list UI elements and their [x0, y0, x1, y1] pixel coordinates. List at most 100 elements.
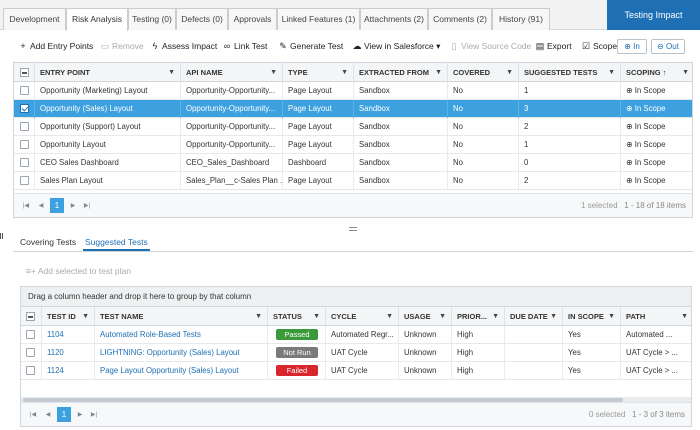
- row-checkbox[interactable]: [20, 104, 29, 113]
- tab-risk-analysis[interactable]: Risk Analysis: [66, 8, 128, 31]
- row-checkbox[interactable]: [26, 348, 35, 357]
- tab-testing[interactable]: Testing (0): [128, 8, 176, 30]
- filter-icon[interactable]: ▼: [386, 313, 393, 320]
- row-checkbox[interactable]: [26, 366, 35, 375]
- scope-out-button[interactable]: ⊖ Out: [651, 39, 685, 54]
- first-page-icon[interactable]: |◀: [29, 412, 37, 418]
- filter-icon[interactable]: ▼: [506, 69, 513, 76]
- test-id-link[interactable]: 1124: [47, 366, 64, 375]
- view-source-code-button[interactable]: ▯ View Source Code: [449, 41, 532, 52]
- row-checkbox[interactable]: [20, 140, 29, 149]
- tab-attachments[interactable]: Attachments (2): [360, 8, 428, 30]
- view-in-salesforce-dropdown[interactable]: ☁ View in Salesforce ▾: [352, 41, 441, 51]
- column-header-test-id[interactable]: TEST ID ▼: [42, 307, 95, 326]
- filter-icon[interactable]: ▼: [682, 69, 689, 76]
- column-header-extracted-from[interactable]: EXTRACTED FROM ▼: [354, 63, 448, 82]
- test-id-link[interactable]: 1120: [47, 348, 64, 357]
- test-name-link[interactable]: Automated Role-Based Tests: [100, 330, 201, 339]
- filter-icon[interactable]: ▼: [608, 69, 615, 76]
- test-name-link[interactable]: LIGHTNING: Opportunity (Sales) Layout: [100, 348, 240, 357]
- filter-icon[interactable]: ▼: [492, 313, 499, 320]
- assess-impact-button[interactable]: ϟ Assess Impact: [150, 41, 218, 51]
- add-to-test-plan-button[interactable]: ≡+ Add selected to test plan: [26, 266, 131, 276]
- filter-icon[interactable]: ▼: [550, 313, 557, 320]
- first-page-icon[interactable]: |◀: [22, 203, 30, 209]
- testing-impact-button[interactable]: Testing Impact: [607, 0, 700, 30]
- filter-icon[interactable]: ▼: [168, 69, 175, 76]
- tab-defects[interactable]: Defects (0): [176, 8, 228, 30]
- scrollbar-thumb[interactable]: [23, 398, 623, 402]
- last-page-icon[interactable]: ▶|: [83, 203, 91, 209]
- column-header-api-name[interactable]: API NAME ▼: [181, 63, 283, 82]
- filter-icon[interactable]: ▼: [341, 69, 348, 76]
- row-checkbox[interactable]: [20, 158, 29, 167]
- filter-icon[interactable]: ▼: [255, 313, 262, 320]
- magic-wand-icon: ✎: [279, 41, 287, 51]
- group-drop-area[interactable]: Drag a column header and drop it here to…: [21, 287, 691, 307]
- column-header-suggested-tests[interactable]: SUGGESTED TESTS ▼: [519, 63, 621, 82]
- column-header-in-scope[interactable]: IN SCOPE ▼: [563, 307, 621, 326]
- current-page-button[interactable]: 1: [50, 198, 64, 213]
- table-row[interactable]: Opportunity (Support) Layout Opportunity-…: [14, 118, 692, 136]
- next-page-icon[interactable]: ▶: [77, 412, 83, 418]
- prev-page-icon[interactable]: ◀: [38, 203, 44, 209]
- column-header-scoping[interactable]: SCOPING ↑ ▼: [621, 63, 694, 82]
- next-page-icon[interactable]: ▶: [70, 203, 76, 209]
- filter-icon[interactable]: ▼: [439, 313, 446, 320]
- column-header-cycle[interactable]: CYCLE ▼: [326, 307, 399, 326]
- select-all-checkbox[interactable]: [20, 68, 29, 77]
- filter-icon[interactable]: ▼: [313, 313, 320, 320]
- tab-suggested-tests[interactable]: Suggested Tests: [83, 237, 150, 251]
- cell-api-name: Opportunity-Opportunity...: [181, 82, 283, 100]
- entry-grid-count: 1 selected 1 - 18 of 18 items: [581, 201, 686, 210]
- tab-linked-features[interactable]: Linked Features (1): [277, 8, 360, 30]
- add-entry-points-button[interactable]: + Add Entry Points: [18, 41, 93, 51]
- table-row[interactable]: Opportunity (Marketing) Layout Opportunit…: [14, 82, 692, 100]
- test-id-link[interactable]: 1104: [47, 330, 64, 339]
- cell-scoping: ⊕ In Scope: [621, 154, 694, 172]
- splitter-grip-icon[interactable]: [349, 227, 357, 231]
- table-row[interactable]: 1104 Automated Role-Based Tests Passed Auto…: [21, 326, 691, 344]
- column-header-status[interactable]: STATUS ▼: [268, 307, 326, 326]
- row-checkbox[interactable]: [20, 176, 29, 185]
- horizontal-scrollbar[interactable]: [21, 397, 691, 403]
- tab-comments[interactable]: Comments (2): [428, 8, 492, 30]
- tab-development[interactable]: Development: [3, 8, 66, 30]
- filter-icon[interactable]: ▼: [608, 313, 615, 320]
- row-checkbox[interactable]: [26, 330, 35, 339]
- table-row[interactable]: CEO Sales Dashboard CEO_Sales_Dashboard Da…: [14, 154, 692, 172]
- column-header-entry-point[interactable]: ENTRY POINT ▼: [35, 63, 181, 82]
- table-row[interactable]: Opportunity (Sales) Layout Opportunity-Op…: [14, 100, 692, 118]
- scope-in-button[interactable]: ⊕ In: [617, 39, 647, 54]
- export-button[interactable]: ▤ Export: [535, 41, 572, 51]
- tab-history[interactable]: History (91): [492, 8, 550, 30]
- filter-icon[interactable]: ▼: [270, 69, 277, 76]
- column-header-priority[interactable]: PRIOR... ▼: [452, 307, 505, 326]
- last-page-icon[interactable]: ▶|: [90, 412, 98, 418]
- table-row[interactable]: 1124 Page Layout Opportunity (Sales) Layo…: [21, 362, 691, 380]
- column-header-usage[interactable]: USAGE ▼: [399, 307, 452, 326]
- pane-splitter[interactable]: [0, 226, 700, 232]
- column-header-test-name[interactable]: TEST NAME ▼: [95, 307, 268, 326]
- link-test-button[interactable]: ∞ Link Test: [223, 41, 268, 51]
- column-header-type[interactable]: TYPE ▼: [283, 63, 354, 82]
- remove-button[interactable]: ▭ Remove: [100, 41, 144, 51]
- column-header-covered[interactable]: COVERED ▼: [448, 63, 519, 82]
- test-name-link[interactable]: Page Layout Opportunity (Sales) Layout: [100, 366, 239, 375]
- tab-approvals[interactable]: Approvals: [228, 8, 277, 30]
- column-header-path[interactable]: PATH ▼: [621, 307, 693, 326]
- column-header-due-date[interactable]: DUE DATE ▼: [505, 307, 563, 326]
- generate-test-button[interactable]: ✎ Generate Test: [279, 41, 344, 51]
- row-checkbox[interactable]: [20, 122, 29, 131]
- row-checkbox[interactable]: [20, 86, 29, 95]
- filter-icon[interactable]: ▼: [82, 313, 89, 320]
- filter-icon[interactable]: ▼: [681, 313, 688, 320]
- table-row[interactable]: 1120 LIGHTNING: Opportunity (Sales) Layou…: [21, 344, 691, 362]
- table-row[interactable]: Sales Plan Layout Sales_Plan__c-Sales Pla…: [14, 172, 692, 190]
- prev-page-icon[interactable]: ◀: [45, 412, 51, 418]
- table-row[interactable]: Opportunity Layout Opportunity-Opportunit…: [14, 136, 692, 154]
- filter-icon[interactable]: ▼: [435, 69, 442, 76]
- select-all-tests-checkbox[interactable]: [26, 312, 35, 321]
- tab-covering-tests[interactable]: Covering Tests: [20, 237, 77, 247]
- current-page-button[interactable]: 1: [57, 407, 71, 422]
